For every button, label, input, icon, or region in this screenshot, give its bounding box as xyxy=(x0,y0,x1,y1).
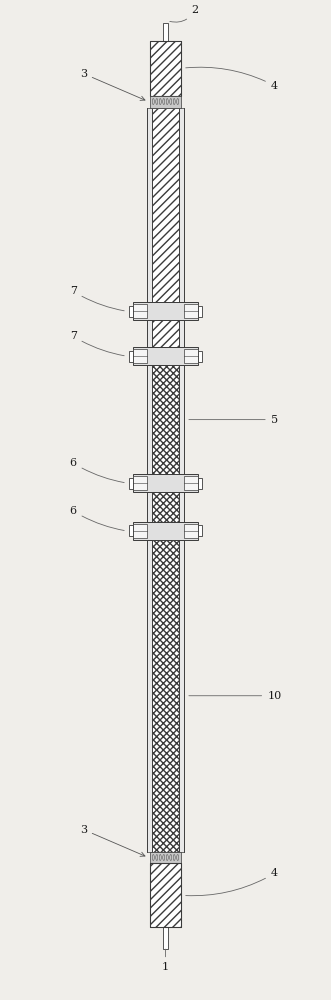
Bar xyxy=(132,522,199,540)
Bar xyxy=(152,492,179,522)
Bar xyxy=(152,303,179,319)
Text: 5: 5 xyxy=(189,415,278,425)
Bar xyxy=(152,523,179,539)
Bar xyxy=(147,108,152,302)
Bar xyxy=(132,347,199,365)
Bar xyxy=(152,540,179,852)
Text: 3: 3 xyxy=(80,69,145,100)
Text: 4: 4 xyxy=(186,67,278,91)
Bar xyxy=(179,492,184,522)
Bar xyxy=(163,927,168,949)
Text: 7: 7 xyxy=(70,286,124,311)
Text: 10: 10 xyxy=(189,691,281,701)
Bar xyxy=(179,320,184,347)
Bar xyxy=(150,96,181,108)
Bar xyxy=(132,524,147,538)
Bar xyxy=(184,349,199,363)
Bar xyxy=(150,852,181,863)
Bar xyxy=(179,540,184,852)
Bar xyxy=(150,41,181,96)
Bar xyxy=(132,476,147,490)
Bar xyxy=(147,365,152,474)
Bar xyxy=(199,306,203,317)
Bar xyxy=(152,475,179,491)
Bar xyxy=(128,478,132,489)
Bar xyxy=(184,476,199,490)
Text: 7: 7 xyxy=(70,331,124,356)
Text: 2: 2 xyxy=(170,5,199,22)
Bar xyxy=(152,348,179,364)
Bar xyxy=(163,23,168,41)
Text: 6: 6 xyxy=(70,506,124,530)
Bar xyxy=(150,41,181,96)
Bar xyxy=(150,863,181,927)
Bar xyxy=(179,365,184,474)
Bar xyxy=(128,351,132,362)
Text: 4: 4 xyxy=(186,868,278,896)
Bar xyxy=(184,524,199,538)
Bar xyxy=(147,540,152,852)
Bar xyxy=(179,108,184,302)
Bar xyxy=(199,525,203,536)
Bar xyxy=(152,320,179,347)
Bar xyxy=(147,492,152,522)
Bar xyxy=(132,302,199,320)
Bar xyxy=(152,365,179,474)
Text: 1: 1 xyxy=(162,949,169,972)
Bar xyxy=(132,474,199,492)
Text: 3: 3 xyxy=(80,825,145,856)
Bar xyxy=(128,306,132,317)
Text: 6: 6 xyxy=(70,458,124,483)
Bar xyxy=(199,351,203,362)
Bar xyxy=(147,320,152,347)
Bar xyxy=(199,478,203,489)
Bar xyxy=(150,863,181,927)
Bar xyxy=(132,349,147,363)
Bar xyxy=(128,525,132,536)
Bar xyxy=(152,108,179,302)
Bar xyxy=(184,304,199,318)
Bar xyxy=(132,304,147,318)
